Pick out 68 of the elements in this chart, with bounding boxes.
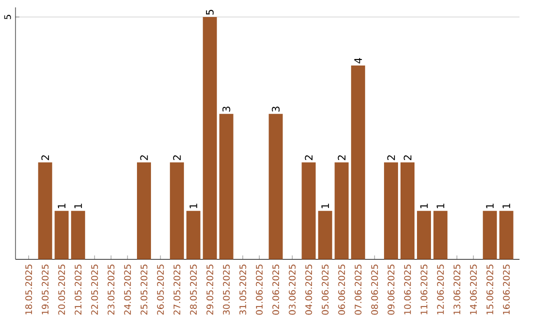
bar [202,17,217,260]
x-tick-label: 29.05.2025 [206,264,214,315]
data-label: 2 [140,155,148,160]
data-label: 2 [387,155,395,160]
x-tick-label: 16.06.2025 [502,264,510,314]
bar [170,162,184,260]
bar [482,210,497,260]
bar [400,162,415,260]
x-tick-label: 11.06.2025 [420,264,428,314]
x-tick-label: 27.05.2025 [174,264,180,315]
data-label: 1 [58,204,66,208]
data-label: 1 [74,204,82,208]
x-tick-label: 20.05.2025 [58,264,66,315]
data-label: 1 [436,204,444,208]
x-tick-label: 02.06.2025 [272,264,280,315]
bar [186,210,200,260]
x-tick-label: 04.06.2025 [305,264,312,315]
bar [136,162,151,260]
data-label: 2 [173,155,181,160]
data-label: 1 [420,204,428,208]
x-tick-label: 06.06.2025 [338,264,346,315]
bar [302,162,316,260]
x-tick-label: 10.06.2025 [404,264,411,314]
x-tick-label: 08.06.2025 [371,264,378,315]
data-label: 2 [404,155,412,160]
x-tick-label: 18.05.2025 [25,264,32,314]
bar [54,210,69,260]
data-label: 1 [502,204,510,208]
data-label: 1 [486,204,494,208]
data-label: 2 [304,155,312,160]
x-tick-label: 05.06.2025 [322,264,329,315]
bar [433,210,448,260]
x-tick-label: 25.05.2025 [140,264,148,315]
bar [416,210,431,260]
x-tick-label: 22.05.2025 [91,264,98,315]
data-label: 1 [190,204,198,208]
x-tick-label: 15.06.2025 [486,264,494,314]
data-label: 1 [321,204,329,208]
x-tick-label: 14.06.2025 [470,264,477,314]
bar [268,114,283,260]
bar [334,162,349,260]
data-label: 4 [354,58,362,64]
x-tick-label: 31.05.2025 [239,264,246,315]
x-tick-label: 26.05.2025 [157,264,164,315]
bar [384,162,398,260]
bar [499,210,514,260]
x-tick-label: 28.05.2025 [190,264,197,315]
data-label: 3 [222,106,230,112]
bar [219,114,234,260]
x-tick-label: 19.05.2025 [42,264,49,314]
data-label: 5 [206,10,214,15]
bar [71,210,86,260]
x-tick-label: 24.05.2025 [124,264,131,315]
x-tick-label: 13.06.2025 [454,264,460,314]
x-tick-label: 09.06.2025 [388,264,394,315]
data-label: 3 [272,106,280,112]
x-tick-label: 07.06.2025 [354,264,362,315]
x-tick-label: 23.05.2025 [108,264,114,315]
x-tick-label: 12.06.2025 [437,264,444,314]
bar [38,162,52,260]
x-tick-label: 01.06.2025 [256,264,263,315]
x-tick-label: 03.06.2025 [288,264,296,315]
bar [318,210,332,260]
data-label: 2 [338,155,346,160]
x-tick-label: 30.05.2025 [222,264,230,315]
x-tick-label: 21.05.2025 [74,264,82,315]
data-label: 2 [41,155,49,160]
bar [351,66,366,260]
